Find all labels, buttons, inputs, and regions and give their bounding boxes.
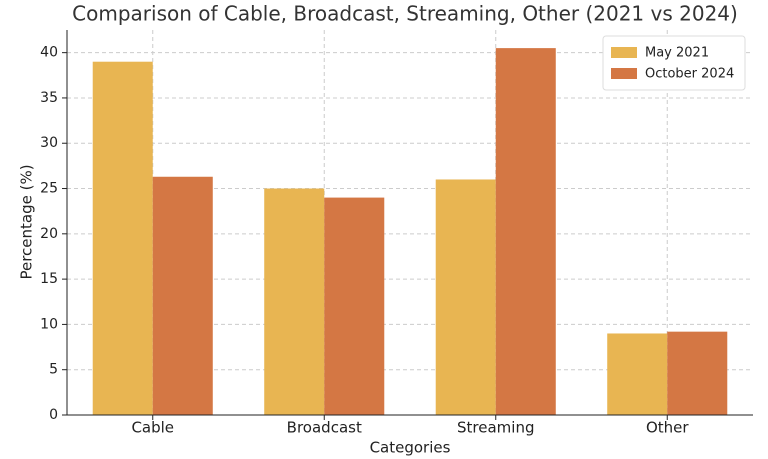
y-tick-label: 20 (40, 226, 58, 242)
y-axis-label: Percentage (%) (18, 164, 36, 279)
y-tick-label: 40 (40, 45, 58, 61)
legend-swatch (611, 47, 637, 58)
bar (264, 188, 325, 415)
y-tick-label: 35 (40, 90, 58, 106)
legend-label: October 2024 (645, 67, 734, 82)
x-axis-label: Categories (370, 439, 451, 457)
x-tick-label: Streaming (457, 419, 534, 437)
legend-box (602, 35, 746, 91)
bar (152, 176, 213, 415)
bar (92, 61, 153, 416)
bar (495, 48, 556, 415)
x-tick-label: Broadcast (287, 419, 362, 437)
bar (324, 197, 385, 415)
y-tick-label: 5 (49, 362, 58, 378)
y-tick-label: 0 (49, 407, 58, 423)
chart-title: Comparison of Cable, Broadcast, Streamin… (72, 2, 738, 26)
bar (607, 333, 668, 415)
legend-swatch (611, 68, 637, 79)
bar (435, 179, 496, 415)
legend-label: May 2021 (645, 46, 709, 61)
y-tick-label: 25 (40, 181, 58, 197)
y-tick-label: 30 (40, 135, 58, 151)
y-tick-label: 15 (40, 271, 58, 287)
x-tick-label: Other (646, 419, 689, 437)
bar (667, 331, 728, 415)
x-tick-label: Cable (131, 419, 174, 437)
y-tick-label: 10 (40, 316, 58, 332)
